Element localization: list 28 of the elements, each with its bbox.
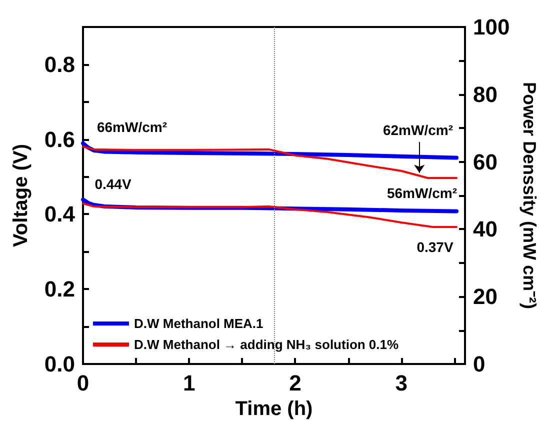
y-axis-title: Voltage (V) [10, 144, 32, 247]
y2-tick-label: 80 [473, 82, 498, 107]
line-series [81, 141, 459, 160]
legend-label: D.W Methanol → adding NH₃ solution 0.1% [134, 337, 400, 352]
x-tick-label: 0 [76, 370, 90, 396]
x-tick-label: 3 [395, 370, 408, 396]
y2-tick-label: 60 [473, 149, 498, 174]
y-tick-label: 0.4 [44, 202, 76, 227]
annotation: 66mW/cm² [96, 119, 168, 135]
y2-tick-label: 20 [473, 284, 498, 310]
line-series [82, 146, 458, 179]
annotation: 56mW/cm² [386, 185, 458, 201]
annotation: 0.37V [416, 239, 454, 255]
y2-tick-label: 0 [473, 352, 486, 376]
y-tick-label: 0.6 [44, 126, 75, 152]
y-tick-label: 0.2 [44, 276, 75, 302]
x-tick-label: 2 [289, 370, 302, 396]
y2-tick-label: 40 [473, 216, 498, 242]
y-tick-label: 0.8 [44, 52, 75, 77]
x-tick-label: 1 [182, 370, 196, 396]
x-axis-title: Time (h) [235, 398, 313, 420]
line-series [82, 202, 458, 228]
y-tick-label: 0.0 [44, 352, 75, 376]
y2-axis-title: Power Denssity (mW cm⁻²) [520, 82, 540, 310]
y2-tick-label: 100 [473, 14, 510, 40]
legend-label: D.W Methanol MEA.1 [134, 316, 264, 331]
annotation: 62mW/cm² [382, 122, 454, 138]
annotation: 0.44V [94, 176, 132, 192]
